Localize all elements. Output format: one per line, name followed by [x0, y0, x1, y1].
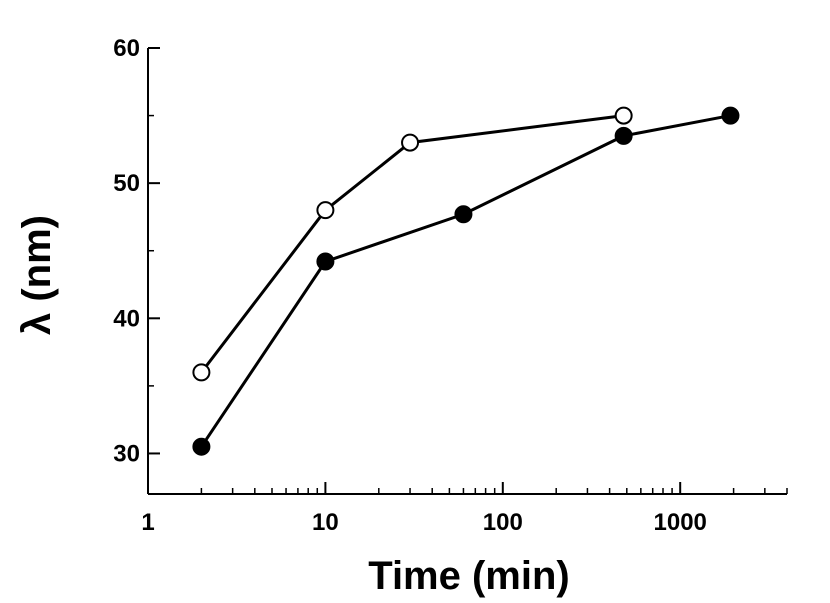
y-axis: 30 40 50 60: [113, 35, 160, 467]
y-tick-label: 30: [113, 440, 140, 467]
y-axis-title: λ (nm): [15, 215, 59, 335]
y-tick-label: 40: [113, 305, 140, 332]
series-layer: [192, 106, 740, 456]
series-2-point: [192, 437, 211, 456]
x-tick-label: 1000: [654, 509, 707, 536]
x-tick-label: 1: [141, 509, 154, 536]
series-1-point: [614, 106, 633, 125]
series-1-point: [401, 133, 420, 152]
x-axis: 1 10 100 1000: [141, 482, 788, 536]
x-tick-label: 100: [483, 509, 523, 536]
series-2-point: [454, 205, 473, 224]
series-2-point: [614, 126, 633, 145]
series-1-line: [200, 114, 624, 374]
series-2-point: [721, 106, 740, 125]
series-2-line: [200, 114, 731, 448]
x-axis-title: Time (min): [368, 554, 570, 598]
y-tick-label: 50: [113, 170, 140, 197]
series-2-point: [316, 252, 335, 271]
plot-area: [147, 48, 787, 495]
series-1-point: [316, 201, 335, 220]
x-tick-label: 10: [312, 509, 339, 536]
y-tick-label: 60: [113, 35, 140, 62]
series-1-point: [192, 363, 211, 382]
